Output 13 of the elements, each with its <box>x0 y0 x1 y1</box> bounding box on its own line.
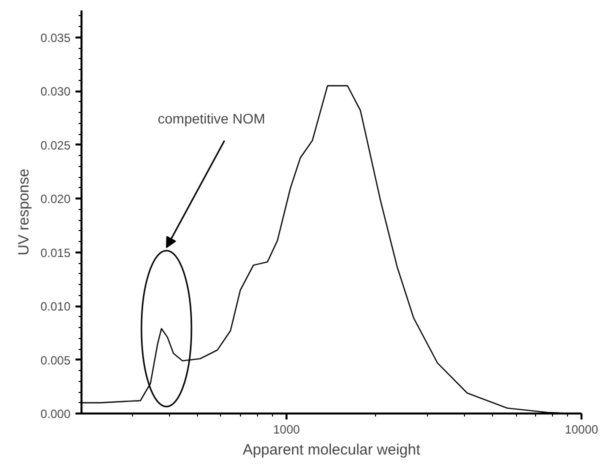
y-tick-label: 0.005 <box>40 353 71 368</box>
y-tick-label: 0.015 <box>40 246 71 260</box>
x-axis-title: Apparent molecular weight <box>242 442 422 458</box>
y-axis-title: UV response <box>15 168 32 256</box>
x-tick-label: 10000 <box>564 422 599 436</box>
y-tick-label: 0.025 <box>40 138 71 152</box>
y-tick-label: 0.035 <box>40 30 71 45</box>
annotation: competitive NOM <box>158 110 266 127</box>
y-tick-label: 0.010 <box>40 300 71 314</box>
y-tick-label: 0.000 <box>40 407 71 421</box>
y-tick-label: 0.020 <box>40 192 71 206</box>
x-tick-label: 1000 <box>273 422 300 436</box>
y-tick-label: 0.030 <box>40 84 71 99</box>
